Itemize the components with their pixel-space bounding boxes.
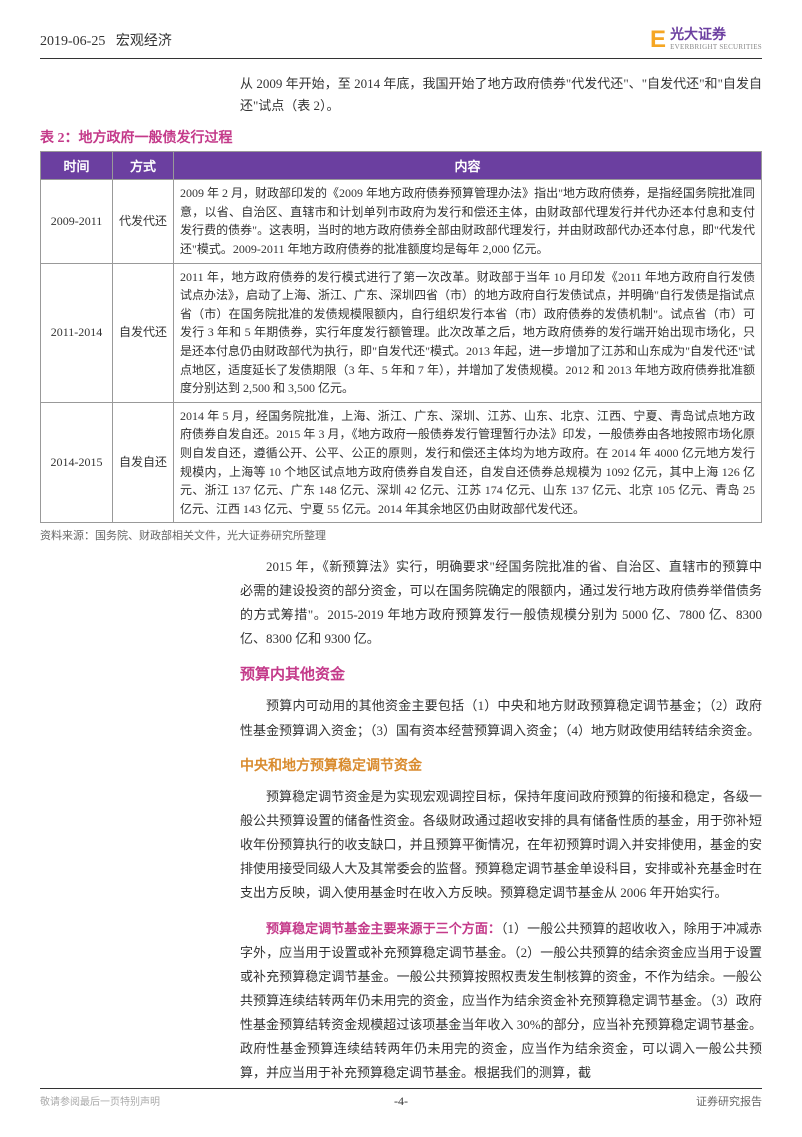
cell-content: 2014 年 5 月，经国务院批准，上海、浙江、广东、深圳、江苏、山东、北京、江… <box>174 402 762 523</box>
page-header: 2019-06-25 宏观经济 E 光大证券 EVERBRIGHT SECURI… <box>40 28 762 59</box>
emphasized-lead: 预算稳定调节基金主要来源于三个方面： <box>266 921 501 936</box>
cell-method: 自发自还 <box>113 402 174 523</box>
table-row: 2011-2014 自发代还 2011 年，地方政府债券的发行模式进行了第一次改… <box>41 263 762 402</box>
cell-time: 2014-2015 <box>41 402 113 523</box>
body-paragraph: 预算内可动用的其他资金主要包括（1）中央和地方财政预算稳定调节基金；（2）政府性… <box>240 694 762 742</box>
body-paragraph: 预算稳定调节基金主要来源于三个方面：（1）一般公共预算的超收收入，除用于冲减赤字… <box>240 917 762 1085</box>
th-time: 时间 <box>41 152 113 180</box>
cell-method: 自发代还 <box>113 263 174 402</box>
logo-e-icon: E <box>650 28 666 52</box>
cell-time: 2009-2011 <box>41 180 113 263</box>
footer-disclaimer: 敬请参阅最后一页特别声明 <box>40 1093 160 1109</box>
footer-report-type: 证券研究报告 <box>696 1093 762 1109</box>
intro-paragraph: 从 2009 年开始，至 2014 年底，我国开始了地方政府债券"代发代还"、"… <box>240 73 762 117</box>
brand-logo: E 光大证券 EVERBRIGHT SECURITIES <box>650 28 762 52</box>
data-table: 时间 方式 内容 2009-2011 代发代还 2009 年 2 月，财政部印发… <box>40 151 762 523</box>
th-content: 内容 <box>174 152 762 180</box>
logo-cn: 光大证券 <box>670 28 762 43</box>
cell-content: 2011 年，地方政府债券的发行模式进行了第一次改革。财政部于当年 10 月印发… <box>174 263 762 402</box>
body-text: （1）一般公共预算的超收收入，除用于冲减赤字外，应当用于设置或补充预算稳定调节基… <box>240 921 762 1080</box>
header-category: 宏观经济 <box>116 34 172 49</box>
cell-method: 代发代还 <box>113 180 174 263</box>
section-heading: 预算内其他资金 <box>240 663 762 684</box>
table-source: 资料来源：国务院、财政部相关文件，光大证券研究所整理 <box>40 527 762 543</box>
header-date: 2019-06-25 <box>40 34 105 49</box>
table-header-row: 时间 方式 内容 <box>41 152 762 180</box>
logo-en: EVERBRIGHT SECURITIES <box>670 44 762 52</box>
body-paragraph: 预算稳定调节资金是为实现宏观调控目标，保持年度间政府预算的衔接和稳定，各级一般公… <box>240 785 762 905</box>
table-row: 2014-2015 自发自还 2014 年 5 月，经国务院批准，上海、浙江、广… <box>41 402 762 523</box>
table-title: 表 2：地方政府一般债发行过程 <box>40 127 762 147</box>
th-method: 方式 <box>113 152 174 180</box>
page-number: -4- <box>394 1094 408 1109</box>
cell-content: 2009 年 2 月，财政部印发的《2009 年地方政府债券预算管理办法》指出"… <box>174 180 762 263</box>
table-row: 2009-2011 代发代还 2009 年 2 月，财政部印发的《2009 年地… <box>41 180 762 263</box>
header-meta: 2019-06-25 宏观经济 <box>40 30 172 50</box>
body-paragraph: 2015 年，《新预算法》实行，明确要求"经国务院批准的省、自治区、直辖市的预算… <box>240 555 762 651</box>
cell-time: 2011-2014 <box>41 263 113 402</box>
subsection-heading: 中央和地方预算稳定调节资金 <box>240 755 762 775</box>
